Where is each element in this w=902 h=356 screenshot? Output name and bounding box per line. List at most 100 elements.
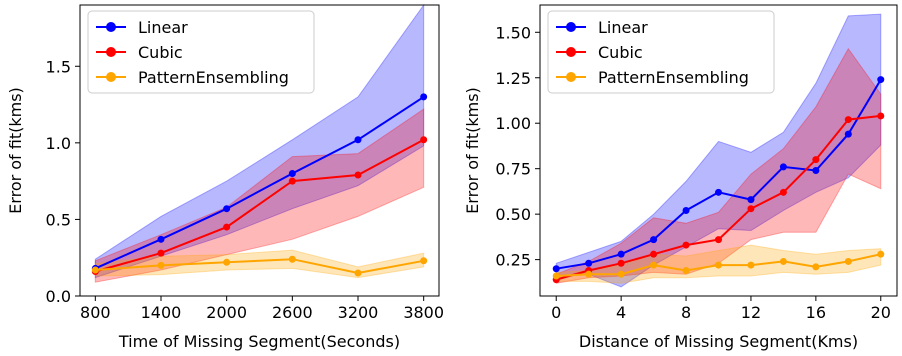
y-tick-label: 1.25 [495, 69, 531, 88]
data-point [354, 269, 362, 277]
x-axis-label: Distance of Missing Segment(Kms) [579, 332, 858, 351]
data-point [223, 205, 231, 213]
data-point [747, 205, 755, 213]
x-tick-label: 8 [681, 303, 691, 322]
x-tick-label: 3200 [338, 303, 379, 322]
y-tick-label: 1.00 [495, 114, 531, 133]
data-point [650, 261, 658, 269]
data-point [877, 250, 885, 258]
x-tick-label: 800 [80, 303, 111, 322]
chart-panel-1: 800 1400 2000 2600 3200 3800 0.0 0.5 1.0 1.5 Time … [6, 3, 444, 351]
x-tick-label: 3800 [403, 303, 444, 322]
series-line-1 [95, 138, 425, 273]
data-point [650, 250, 658, 258]
data-point [844, 130, 852, 138]
data-point [682, 241, 690, 249]
series-line-0 [94, 96, 425, 270]
x-tick-label: 4 [616, 303, 626, 322]
data-point [288, 177, 296, 185]
data-point [715, 188, 722, 196]
data-point [747, 196, 755, 204]
data-point [779, 188, 787, 196]
x-tick-label: 20 [871, 303, 891, 322]
y-tick-label: 0.50 [495, 205, 531, 224]
x-tick-label: 2000 [206, 303, 247, 322]
legend-label: Cubic [598, 43, 643, 62]
data-point [682, 207, 690, 215]
data-point [812, 263, 820, 271]
legend-label: Linear [598, 18, 648, 37]
data-point [844, 257, 852, 265]
legend-marker [566, 22, 576, 32]
chart-panel-2: 0 4 8 12 16 20 0.25 0.50 0.75 1.00 1.25 1.50 Distanc… [463, 4, 898, 351]
legend-marker [566, 72, 576, 82]
data-point [715, 236, 722, 244]
legend-label: PatternEnsembling [138, 68, 289, 87]
confidence-band-2 [94, 249, 425, 279]
data-point [844, 116, 852, 124]
legend-label: PatternEnsembling [598, 68, 749, 87]
y-axis-label: Error of fit(kms) [6, 87, 25, 214]
data-point [715, 261, 722, 269]
x-tick-label: 16 [806, 303, 826, 322]
legend-marker [106, 22, 116, 32]
data-point [585, 270, 593, 278]
series-line-2 [95, 258, 424, 275]
data-point [779, 257, 787, 265]
data-point [223, 258, 231, 266]
y-axis-label: Error of fit(kms) [463, 87, 482, 214]
data-point [552, 265, 560, 273]
y-tick-label: 0.0 [46, 287, 71, 306]
data-point [812, 167, 820, 175]
y-tick-label: 0.75 [495, 160, 531, 179]
data-point [157, 261, 165, 269]
x-tick-label: 0 [551, 303, 561, 322]
x-axis-label: Time of Missing Segment(Seconds) [118, 332, 400, 351]
legend: Linear Cubic PatternEnsembling [87, 10, 315, 94]
x-tick-label: 12 [741, 303, 761, 322]
data-point [420, 93, 428, 101]
data-point [585, 259, 593, 267]
y-tick-label: 0.25 [495, 251, 531, 270]
legend-box [87, 10, 315, 94]
legend-marker [106, 72, 116, 82]
data-point [420, 136, 428, 144]
data-point [354, 136, 362, 144]
data-point [617, 270, 625, 278]
data-point [288, 169, 296, 177]
data-point [354, 171, 362, 179]
x-tick-label: 2600 [272, 303, 313, 322]
y-tick-label: 1.5 [46, 57, 71, 76]
data-point [877, 76, 885, 84]
data-point [812, 156, 820, 164]
x-tick-label: 1400 [141, 303, 182, 322]
data-point [650, 236, 658, 244]
data-point [91, 266, 99, 274]
y-tick-label: 1.50 [495, 23, 531, 42]
data-point [617, 259, 625, 267]
legend-label: Linear [138, 18, 188, 37]
data-point [223, 223, 231, 231]
data-point [617, 250, 625, 258]
legend-marker [106, 47, 116, 57]
plot-frame [79, 4, 440, 297]
legend: Linear Cubic PatternEnsembling [547, 10, 775, 94]
legend-marker [566, 47, 576, 57]
y-tick-label: 1.0 [46, 134, 71, 153]
data-point [682, 267, 690, 275]
data-point [420, 257, 428, 265]
data-point [779, 163, 787, 171]
data-point [747, 261, 755, 269]
legend-box [547, 10, 775, 94]
data-point [552, 272, 560, 280]
plot-frame [539, 4, 898, 297]
data-point [157, 249, 165, 257]
data-point [288, 255, 296, 263]
legend-label: Cubic [138, 43, 183, 62]
data-point [157, 235, 165, 243]
confidence-band-0 [555, 13, 882, 288]
y-tick-label: 0.5 [46, 210, 71, 229]
data-point [877, 112, 885, 120]
